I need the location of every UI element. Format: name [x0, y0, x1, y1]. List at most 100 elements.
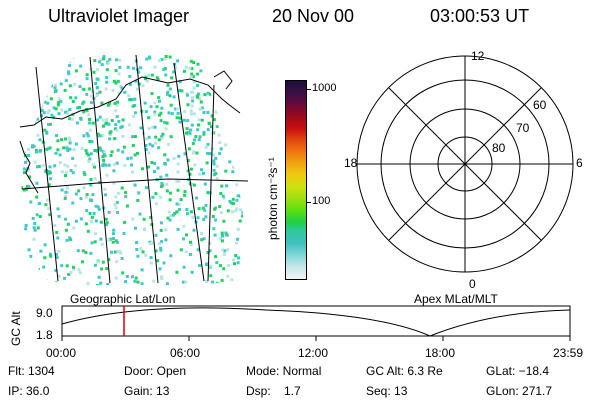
aurora-dot — [93, 263, 97, 267]
aurora-dot — [20, 268, 24, 271]
aurora-dot — [88, 128, 92, 132]
aurora-dot — [158, 267, 162, 271]
aurora-dot — [60, 108, 64, 112]
aurora-dot — [122, 232, 126, 235]
aurora-dot — [49, 254, 53, 258]
aurora-dot — [230, 278, 234, 282]
aurora-dot — [79, 217, 83, 221]
aurora-dot — [189, 128, 192, 132]
aurora-dot — [131, 217, 135, 221]
aurora-dot — [44, 279, 48, 283]
aurora-dot — [83, 172, 87, 176]
aurora-dot — [28, 129, 32, 133]
aurora-dot — [20, 250, 22, 253]
meridian-line — [35, 66, 59, 282]
aurora-dot — [105, 121, 109, 125]
aurora-dot — [240, 267, 244, 271]
aurora-dot — [211, 70, 215, 74]
aurora-dot — [54, 281, 58, 285]
aurora-dot — [97, 275, 101, 279]
aurora-dot — [46, 111, 50, 115]
aurora-dot — [183, 109, 187, 113]
aurora-dot — [71, 100, 75, 103]
aurora-dot — [123, 164, 127, 168]
aurora-dot — [93, 165, 96, 169]
aurora-dot — [237, 275, 241, 279]
aurora-dot — [197, 92, 200, 96]
aurora-dot — [191, 142, 195, 146]
aurora-dot — [48, 252, 52, 256]
aurora-dot — [87, 160, 91, 163]
aurora-dot — [172, 95, 176, 99]
aurora-dot — [206, 91, 210, 95]
aurora-dot — [54, 151, 58, 155]
aurora-dot — [170, 112, 174, 116]
aurora-dot — [168, 87, 172, 91]
aurora-dot — [47, 207, 51, 211]
aurora-dot — [20, 234, 23, 238]
aurora-dot — [120, 186, 124, 190]
aurora-dot — [101, 134, 105, 138]
aurora-dot — [212, 159, 216, 163]
aurora-dot — [139, 247, 143, 251]
aurora-dot — [68, 64, 72, 67]
aurora-dot — [114, 239, 118, 243]
aurora-dot — [167, 210, 171, 214]
aurora-dot — [24, 73, 28, 77]
aurora-dot — [66, 190, 70, 194]
aurora-dot — [167, 143, 171, 146]
aurora-dot — [229, 113, 233, 117]
aurora-dot — [178, 79, 182, 83]
aurora-dot — [85, 209, 89, 213]
aurora-dot — [218, 264, 222, 268]
aurora-dot — [86, 229, 90, 233]
aurora-dot — [77, 189, 81, 193]
aurora-dot — [211, 280, 215, 284]
aurora-dot — [180, 89, 184, 93]
aurora-dot — [196, 216, 200, 220]
aurora-dot — [186, 212, 189, 216]
aurora-dot — [22, 167, 26, 171]
aurora-dot — [35, 165, 39, 169]
aurora-dot — [237, 102, 241, 106]
aurora-dot — [178, 116, 182, 120]
aurora-dot — [240, 100, 244, 103]
aurora-dot — [165, 182, 169, 186]
aurora-dot — [214, 110, 218, 114]
aurora-dot — [82, 186, 86, 190]
aurora-dot — [153, 110, 157, 114]
aurora-dot — [168, 94, 172, 98]
aurora-dot — [20, 247, 22, 251]
aurora-dot — [210, 114, 214, 118]
aurora-dot — [36, 226, 40, 230]
aurora-dot — [66, 164, 70, 168]
island-outline — [213, 70, 233, 90]
aurora-dot — [235, 183, 239, 187]
aurora-dot — [197, 138, 201, 142]
aurora-dot — [98, 90, 102, 94]
aurora-dot — [231, 197, 235, 201]
aurora-dot — [22, 264, 26, 268]
aurora-dot — [93, 240, 97, 244]
aurora-dot — [179, 248, 183, 252]
aurora-dot — [96, 260, 100, 264]
aurora-dot — [176, 162, 180, 166]
aurora-dot — [49, 97, 53, 101]
aurora-dot — [191, 215, 195, 219]
aurora-dot — [20, 118, 22, 122]
aurora-dot — [236, 194, 240, 198]
aurora-dot — [195, 72, 199, 76]
aurora-dot — [235, 280, 239, 284]
aurora-dot — [62, 146, 66, 150]
aurora-dot — [166, 90, 170, 94]
aurora-dot — [119, 84, 123, 88]
dsp-value: Dsp: 1.7 — [246, 384, 301, 398]
aurora-dot — [41, 164, 45, 168]
flight-number: Flt: 1304 — [8, 364, 55, 378]
aurora-dot — [196, 128, 200, 132]
aurora-dot — [185, 233, 188, 237]
aurora-dot — [147, 151, 151, 155]
aurora-dot — [200, 168, 204, 172]
aurora-dot — [46, 75, 50, 79]
aurora-dot — [219, 192, 223, 195]
